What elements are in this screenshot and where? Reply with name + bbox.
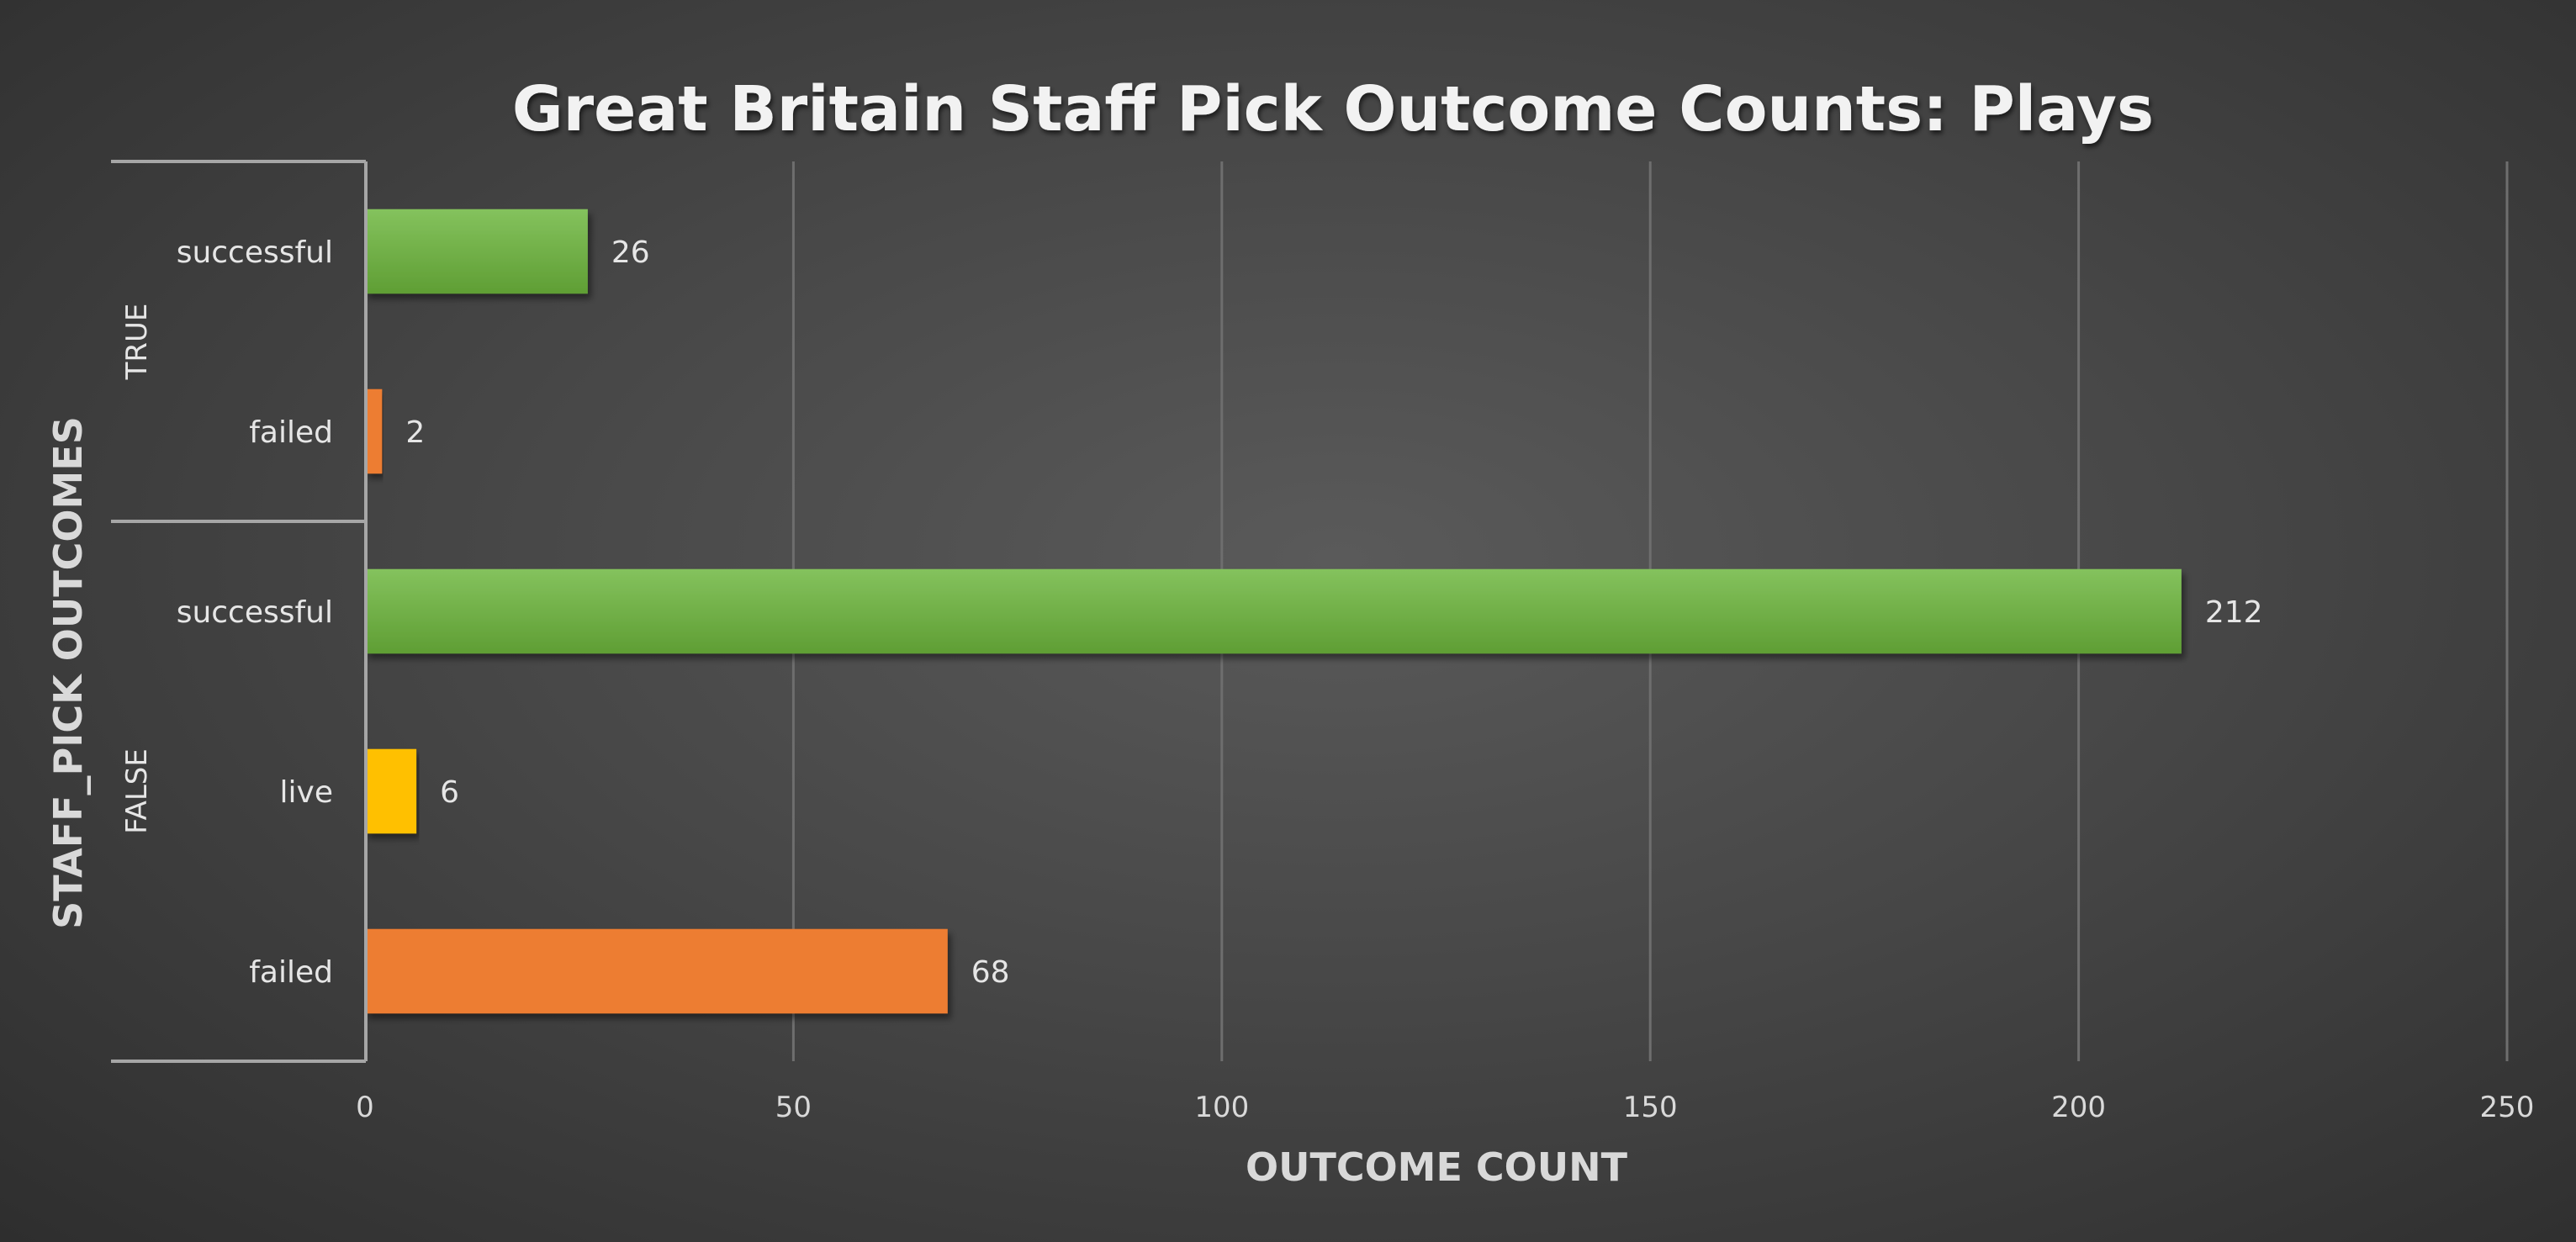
x-tick-labels: 0 50 100 150 200 250 bbox=[356, 1091, 2534, 1124]
group-labels: TRUE FALSE bbox=[120, 304, 154, 834]
x-tick-label: 100 bbox=[1194, 1091, 1249, 1124]
x-tick-label: 0 bbox=[356, 1091, 374, 1124]
data-label: 26 bbox=[611, 235, 650, 270]
data-label: 68 bbox=[971, 955, 1010, 990]
x-tick-label: 50 bbox=[775, 1091, 812, 1124]
data-label: 2 bbox=[405, 415, 425, 450]
x-tick-label: 150 bbox=[1623, 1091, 1678, 1124]
bar bbox=[365, 928, 948, 1014]
data-label: 6 bbox=[440, 775, 459, 810]
bar bbox=[365, 748, 417, 834]
data-label: 212 bbox=[2205, 595, 2263, 630]
category-label: successful bbox=[177, 235, 333, 270]
category-label: live bbox=[280, 775, 333, 810]
x-tick-label: 200 bbox=[2051, 1091, 2106, 1124]
category-label: successful bbox=[177, 595, 333, 630]
category-label: failed bbox=[249, 955, 333, 990]
chart-title: Great Britain Staff Pick Outcome Counts:… bbox=[512, 73, 2154, 145]
group-label: FALSE bbox=[120, 748, 154, 834]
x-axis-title: OUTCOME COUNT bbox=[1246, 1144, 1628, 1190]
bar bbox=[365, 388, 383, 474]
y-axis-title: STAFF_PICK OUTCOMES bbox=[45, 416, 91, 929]
x-tick-label: 250 bbox=[2480, 1091, 2535, 1124]
category-label: failed bbox=[249, 415, 333, 450]
group-label: TRUE bbox=[120, 304, 154, 381]
bar bbox=[365, 568, 2182, 654]
bar bbox=[365, 209, 588, 294]
bars: 26 2 212 6 68 bbox=[365, 209, 2263, 1014]
category-labels: successful failed successful live failed bbox=[177, 235, 333, 990]
category-axis bbox=[111, 160, 368, 1063]
